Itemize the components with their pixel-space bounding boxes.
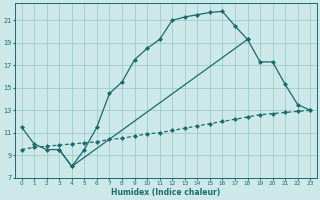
- X-axis label: Humidex (Indice chaleur): Humidex (Indice chaleur): [111, 188, 220, 197]
